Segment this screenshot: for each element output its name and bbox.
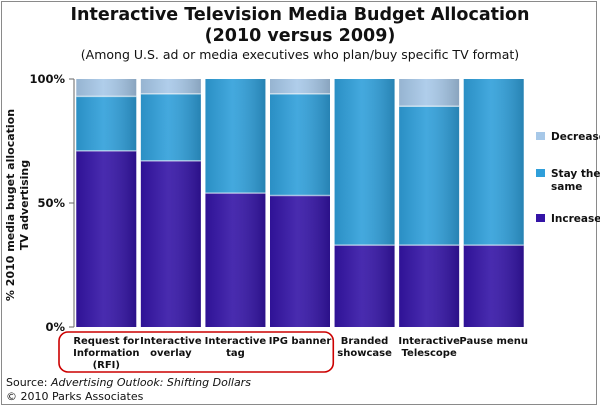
- x-tick-label: (RFI): [93, 360, 120, 371]
- bar-segment-shade: [140, 160, 201, 327]
- bar-segment-shade: [399, 79, 460, 107]
- bar-segment-shade: [463, 79, 524, 246]
- y-tick-label: 0%: [45, 320, 65, 334]
- legend-swatch: [536, 169, 545, 177]
- bar-segment-shade: [334, 79, 395, 246]
- y-tick-label: 50%: [37, 196, 65, 210]
- bar-segment-shade: [270, 79, 330, 94]
- bar-segment-shade: [76, 150, 137, 327]
- bar-segment-shade: [463, 245, 524, 327]
- source-prefix: Source:: [6, 376, 51, 389]
- bar-segment-shade: [140, 93, 201, 161]
- legend-swatch: [536, 132, 545, 140]
- bar-segment-shade: [205, 79, 266, 194]
- chart-title-line2: (2010 versus 2009): [204, 26, 396, 46]
- x-tick-label: Telescope: [402, 348, 457, 359]
- x-tick-label: Interactive: [140, 336, 202, 347]
- x-tick-label: Request for: [73, 336, 139, 347]
- x-tick-label: IPG banner: [269, 336, 332, 347]
- x-tick-label: overlay: [150, 348, 192, 359]
- copyright-note: © 2010 Parks Associates: [6, 390, 144, 403]
- source-note: Source: Advertising Outlook: Shifting Do…: [6, 376, 251, 389]
- bar-segment-shade: [205, 193, 266, 327]
- x-tick-label: Interactive: [205, 336, 267, 347]
- bar-segment-shade: [399, 106, 460, 246]
- bar-segment-shade: [140, 79, 201, 94]
- x-tick-label: Pause menu: [459, 336, 528, 347]
- bar-segment-shade: [76, 79, 137, 97]
- legend-label: Increase: [551, 213, 600, 225]
- bar-segment-shade: [334, 245, 395, 327]
- x-tick-label: Information: [73, 348, 139, 359]
- y-tick-label: 100%: [29, 72, 65, 86]
- x-tick-label: showcase: [337, 348, 392, 359]
- chart-subtitle: (Among U.S. ad or media executives who p…: [80, 47, 520, 62]
- legend-label-line2: same: [551, 181, 582, 193]
- x-tick-label: Branded: [341, 336, 389, 347]
- chart-title-line1: Interactive Television Media Budget Allo…: [70, 5, 530, 25]
- bar-segment-shade: [270, 93, 330, 196]
- x-tick-label: Interactive: [398, 336, 460, 347]
- x-tick-label: tag: [226, 348, 245, 359]
- highlight-outline: [58, 331, 335, 373]
- legend-label: Decrease: [551, 131, 600, 143]
- bar-segment-shade: [76, 96, 137, 151]
- bar-segment-shade: [399, 245, 460, 327]
- bar-segment-shade: [270, 195, 330, 327]
- legend-swatch: [536, 214, 545, 222]
- source-title: Advertising Outlook: Shifting Dollars: [50, 376, 251, 389]
- legend-label: Stay the: [551, 168, 600, 180]
